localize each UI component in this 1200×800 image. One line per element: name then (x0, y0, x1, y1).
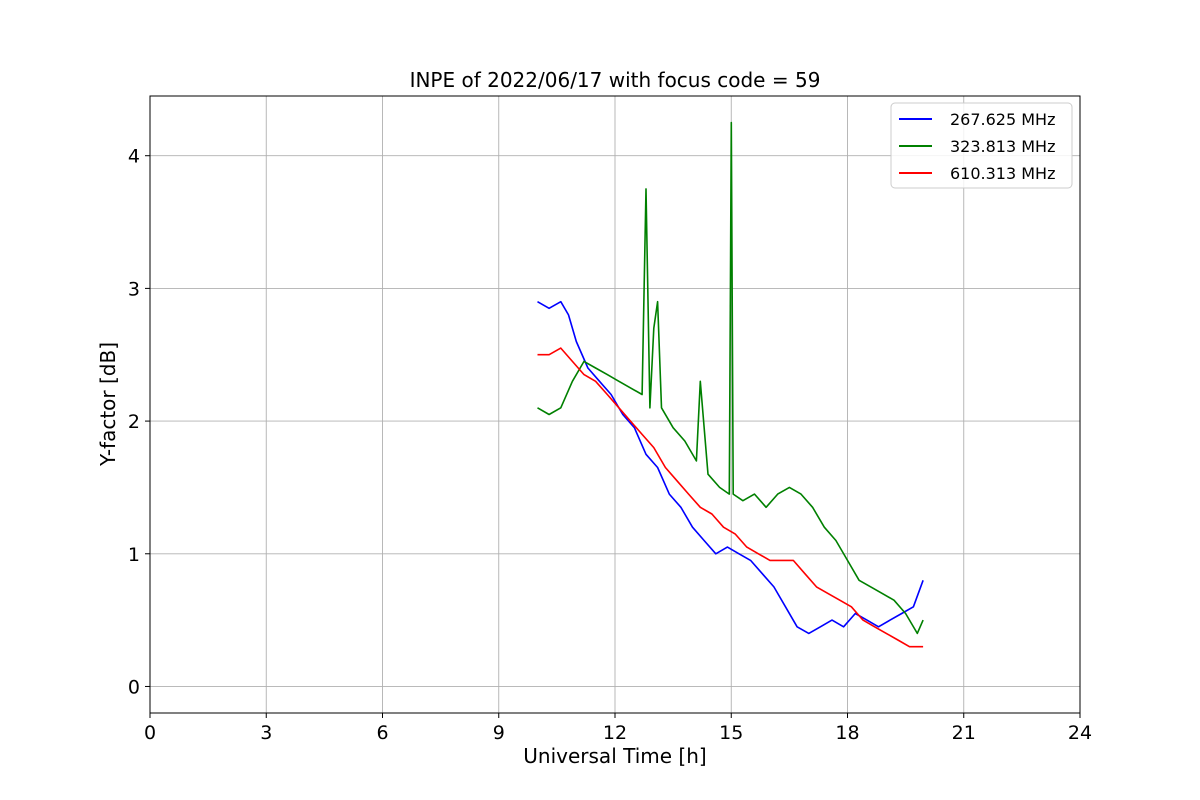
legend-label-2: 610.313 MHz (950, 164, 1055, 183)
y-tick-label: 3 (128, 278, 140, 300)
legend-label-1: 323.813 MHz (950, 137, 1055, 156)
legend: 267.625 MHz 323.813 MHz 610.313 MHz (890, 102, 1073, 189)
x-tick-label: 3 (260, 722, 272, 744)
x-tick-label: 18 (835, 722, 859, 744)
series-line-2 (537, 347, 924, 648)
series-line-1 (537, 121, 924, 635)
x-tick-label: 12 (603, 722, 627, 744)
chart-title: INPE of 2022/06/17 with focus code = 59 (410, 68, 821, 92)
legend-label-0: 267.625 MHz (950, 110, 1055, 129)
legend-box (890, 102, 1073, 189)
y-tick-label: 0 (128, 676, 140, 698)
x-tick-label: 21 (952, 722, 976, 744)
y-tick-label: 1 (128, 544, 140, 566)
x-tick-label: 0 (144, 722, 156, 744)
x-tick-label: 9 (493, 722, 505, 744)
y-tick-label: 4 (128, 146, 140, 168)
x-tick-label: 6 (376, 722, 388, 744)
y-tick-label: 2 (128, 411, 140, 433)
x-axis-label: Universal Time [h] (523, 744, 706, 768)
series-lines (537, 121, 924, 648)
x-tick-label: 24 (1068, 722, 1092, 744)
x-tick-label: 15 (719, 722, 743, 744)
y-axis-label: Y-factor [dB] (96, 342, 120, 467)
